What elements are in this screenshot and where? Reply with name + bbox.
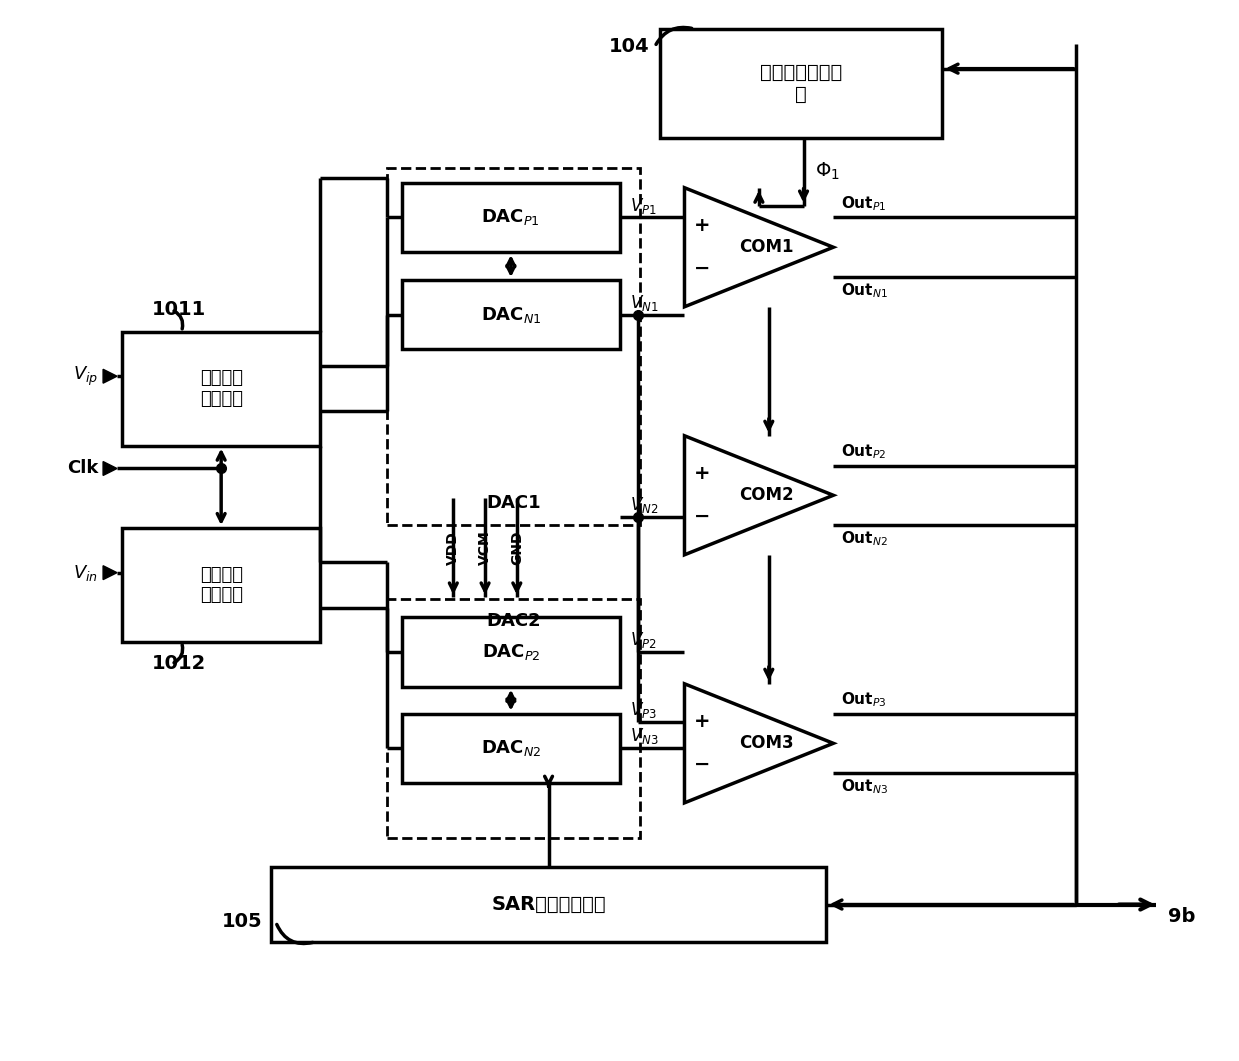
Text: VDD: VDD	[446, 530, 461, 564]
Text: DAC$_{N2}$: DAC$_{N2}$	[481, 738, 541, 759]
Bar	[401, 714, 620, 783]
Text: $V_{N2}$: $V_{N2}$	[629, 494, 658, 515]
Text: +: +	[694, 465, 711, 484]
Text: Out$_{N3}$: Out$_{N3}$	[841, 778, 888, 797]
Text: 异步时钟产生模
块: 异步时钟产生模 块	[760, 63, 843, 104]
Bar	[659, 29, 943, 138]
Text: Out$_{N2}$: Out$_{N2}$	[841, 529, 888, 549]
Text: COM2: COM2	[738, 486, 794, 504]
Bar	[271, 867, 826, 942]
Text: −: −	[694, 507, 710, 526]
Polygon shape	[103, 462, 116, 475]
Text: 1011: 1011	[151, 300, 206, 319]
Bar	[387, 168, 639, 525]
Text: $V_{N1}$: $V_{N1}$	[629, 293, 658, 313]
Text: $V_{P2}$: $V_{P2}$	[629, 630, 657, 650]
Polygon shape	[684, 436, 834, 555]
Bar	[401, 618, 620, 686]
Text: DAC$_{P2}$: DAC$_{P2}$	[482, 642, 540, 662]
Polygon shape	[103, 369, 116, 383]
Text: GND: GND	[509, 530, 524, 566]
Text: 1012: 1012	[151, 655, 206, 674]
Text: $V_{in}$: $V_{in}$	[73, 562, 98, 582]
Text: $V_{P3}$: $V_{P3}$	[629, 700, 657, 720]
Text: COM3: COM3	[738, 734, 794, 752]
Text: Out$_{N1}$: Out$_{N1}$	[841, 281, 888, 300]
Polygon shape	[684, 188, 834, 307]
Text: $V_{P1}$: $V_{P1}$	[629, 195, 657, 215]
Bar	[121, 332, 321, 446]
Text: $\Phi_1$: $\Phi_1$	[815, 161, 840, 182]
Text: DAC2: DAC2	[486, 612, 540, 630]
Text: 9b: 9b	[1167, 907, 1196, 926]
Text: COM1: COM1	[740, 239, 794, 257]
Text: 104: 104	[610, 37, 649, 56]
Text: SAR逻辑控制模块: SAR逻辑控制模块	[491, 895, 606, 914]
Text: VCM: VCM	[478, 530, 492, 566]
Text: +: +	[694, 216, 711, 236]
Bar	[401, 280, 620, 349]
Text: 第二采样
开关单元: 第二采样 开关单元	[199, 566, 243, 605]
Text: −: −	[694, 259, 710, 278]
Text: DAC$_{P1}$: DAC$_{P1}$	[482, 208, 540, 227]
Text: $V_{ip}$: $V_{ip}$	[73, 365, 98, 388]
Polygon shape	[684, 683, 834, 803]
Text: Out$_{P1}$: Out$_{P1}$	[841, 194, 887, 213]
Text: DAC$_{N1}$: DAC$_{N1}$	[481, 305, 541, 325]
Polygon shape	[103, 566, 116, 579]
Text: Out$_{P2}$: Out$_{P2}$	[841, 442, 887, 460]
Text: $V_{N3}$: $V_{N3}$	[629, 727, 658, 746]
Text: DAC1: DAC1	[486, 494, 540, 512]
Text: Clk: Clk	[67, 459, 98, 477]
Text: +: +	[694, 712, 711, 731]
Bar	[387, 599, 639, 837]
Text: 第一采样
开关单元: 第一采样 开关单元	[199, 369, 243, 408]
Bar	[121, 528, 321, 642]
Bar	[401, 182, 620, 253]
Text: Out$_{P3}$: Out$_{P3}$	[841, 691, 887, 709]
Text: −: −	[694, 755, 710, 775]
Text: 105: 105	[222, 912, 263, 932]
